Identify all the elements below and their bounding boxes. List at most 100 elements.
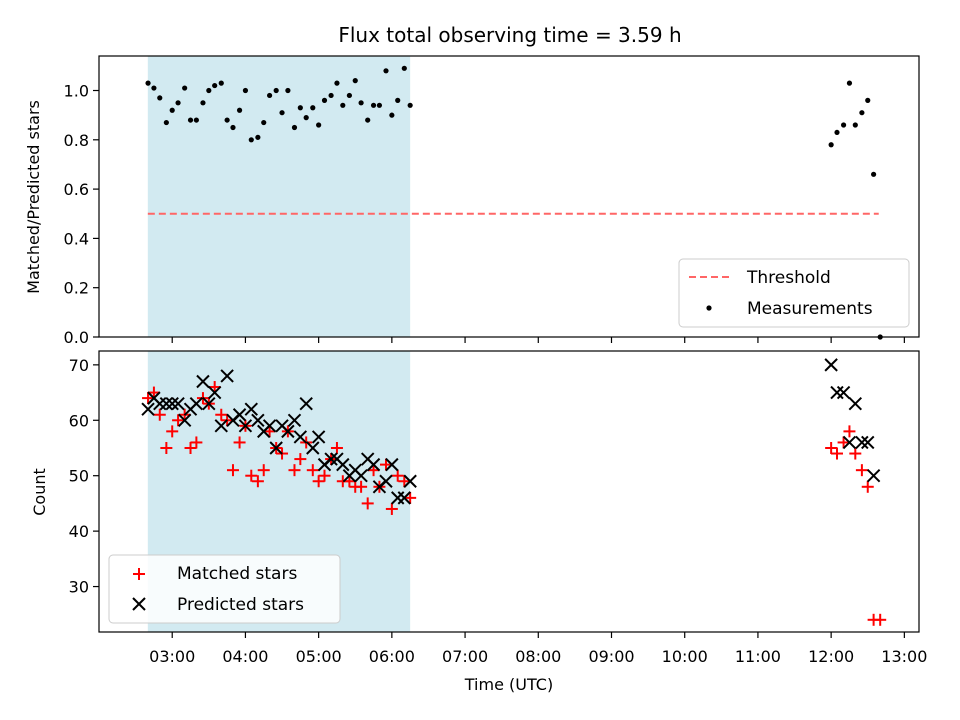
matched-star-point: [294, 453, 307, 466]
matched-star-point: [263, 425, 276, 438]
measurement-point: [383, 68, 389, 74]
matched-star-point: [367, 464, 380, 477]
matched-star-point: [190, 436, 203, 449]
count-y-tick-label: 40: [69, 522, 89, 541]
measurement-point: [865, 97, 871, 103]
matched-star-point: [355, 480, 368, 493]
measurement-point: [328, 92, 334, 99]
predicted-star-point: [866, 468, 881, 483]
measurement-point: [376, 102, 383, 108]
measurement-point: [285, 87, 291, 94]
predicted-star-point: [165, 396, 179, 411]
predicted-star-point: [354, 468, 368, 483]
matched-star-point: [184, 441, 197, 454]
count-x-tick-label: 05:00: [296, 647, 342, 666]
measurement-point: [236, 107, 243, 113]
matched-star-point: [385, 502, 398, 515]
legend-matched-label: Matched stars: [177, 564, 297, 584]
predicted-star-point: [238, 419, 253, 433]
matched-star-point: [361, 497, 374, 510]
measurement-point: [163, 119, 169, 126]
matched-star-point: [330, 441, 343, 454]
count-legend: Matched stars Predicted stars: [108, 554, 341, 624]
measurement-point: [358, 100, 364, 106]
count-x-tick-label: 13:00: [881, 647, 927, 666]
predicted-star-point: [244, 402, 258, 416]
predicted-star-point: [848, 396, 863, 411]
measurement-point: [365, 117, 371, 123]
matched-star-point: [874, 613, 887, 626]
measurement-point: [145, 80, 151, 86]
legend-matched-swatch: [133, 568, 145, 580]
matched-star-point: [142, 392, 155, 405]
count-x-tick-label: 04:00: [222, 647, 268, 666]
measurement-point: [175, 100, 181, 106]
predicted-star-point: [324, 452, 338, 466]
measurement-point: [370, 102, 377, 108]
measurement-point: [321, 97, 328, 103]
chart-title: Flux total observing time = 3.59 h: [338, 23, 681, 47]
predicted-star-point: [207, 385, 222, 400]
predicted-star-point: [397, 491, 412, 505]
count-y-ticks: 30 40 50 60 70: [69, 356, 99, 597]
measurement-point: [401, 65, 407, 71]
matched-star-point: [861, 480, 874, 493]
matched-star-point: [226, 464, 239, 477]
legend-measurements-label: Measurements: [747, 299, 873, 319]
ratio-axes-frame: [98, 55, 920, 338]
predicted-star-point: [855, 435, 869, 450]
matched-star-point: [215, 408, 228, 421]
matched-star-point: [306, 464, 319, 477]
legend-predicted-swatch: [132, 597, 146, 611]
x-axis-label: Time (UTC): [464, 675, 553, 694]
matched-star-point: [398, 475, 411, 488]
ratio-y-tick-label: 0.8: [64, 131, 89, 150]
count-x-tick-label: 03:00: [149, 647, 195, 666]
count-x-tick-label: 12:00: [808, 647, 854, 666]
predicted-star-point: [379, 474, 393, 488]
ratio-y-tick-label: 0.2: [64, 279, 89, 298]
ratio-y-ticks: 0.0 0.2 0.4 0.6 0.8 1.0: [64, 82, 99, 347]
measurement-point: [266, 92, 273, 99]
measurement-point: [151, 85, 157, 91]
ratio-y-tick-label: 0.0: [64, 328, 89, 347]
predicted-star-point: [159, 396, 174, 411]
predicted-star-point: [861, 435, 875, 450]
matched-star-point: [257, 464, 270, 477]
measurement-point: [840, 122, 847, 128]
matched-star-point: [843, 425, 856, 438]
measurement-point: [871, 171, 877, 177]
measurement-point: [297, 105, 303, 111]
predicted-star-point: [251, 413, 265, 427]
measurement-point: [230, 124, 236, 131]
measurement-point: [291, 124, 298, 131]
predicted-star-point: [299, 396, 313, 411]
measurement-point: [187, 117, 194, 123]
matched-star-point: [849, 447, 862, 460]
matched-star-point: [208, 381, 221, 394]
predicted-star-point: [336, 457, 350, 472]
measurement-point: [407, 102, 413, 108]
measurement-point: [316, 122, 322, 128]
legend-measurements-swatch: [706, 305, 712, 311]
ratio-y-tick-label: 1.0: [64, 82, 89, 101]
matched-star-point: [172, 414, 185, 427]
measurement-point: [273, 87, 279, 94]
measurement-point: [212, 82, 218, 89]
measurement-point: [182, 85, 188, 91]
count-y-tick-label: 30: [69, 578, 89, 597]
measurement-point: [828, 142, 834, 148]
measurement-point: [334, 80, 340, 86]
predicted-star-point: [262, 419, 277, 433]
measurement-point: [218, 80, 224, 86]
count-axes-frame: [98, 350, 920, 633]
matched-star-point: [343, 475, 356, 488]
ratio-x-ticks: [171, 337, 905, 343]
predicted-star-point: [220, 369, 234, 383]
count-y-tick-label: 50: [69, 467, 89, 486]
matched-star-point: [288, 464, 301, 477]
count-y-tick-label: 70: [69, 356, 89, 375]
matched-star-point: [153, 408, 166, 421]
measurement-point: [859, 110, 865, 116]
ratio-y-tick-label: 0.4: [64, 229, 89, 248]
